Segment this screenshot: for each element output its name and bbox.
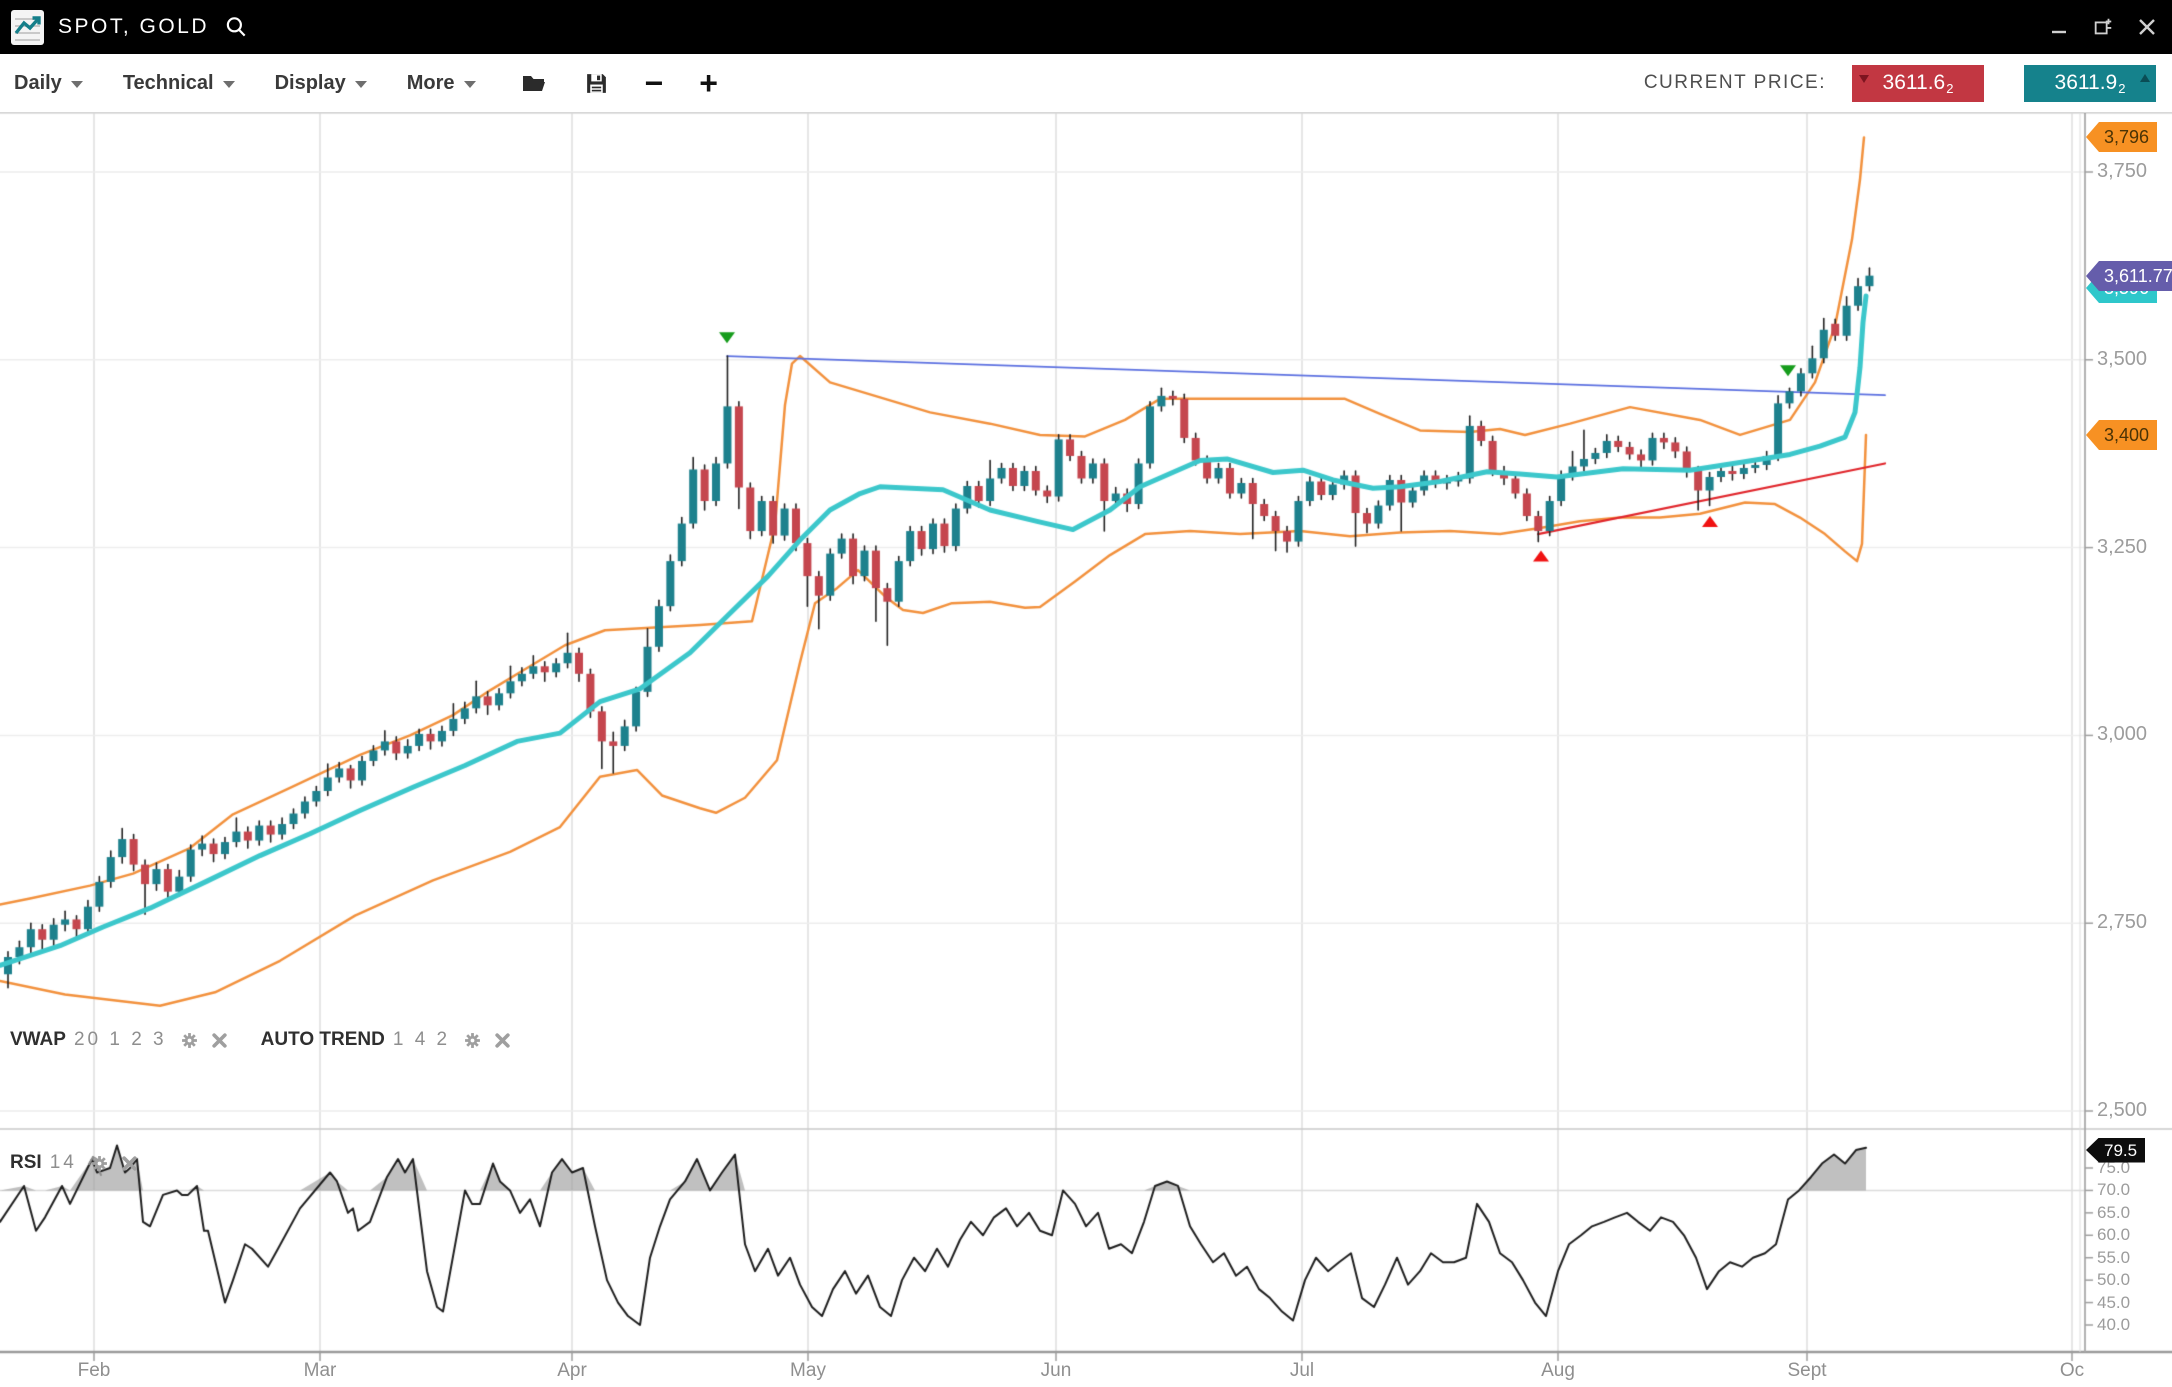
popout-window-icon[interactable] <box>2092 16 2114 38</box>
title-bar: SPOT, GOLD <box>0 0 2172 54</box>
chevron-down-icon <box>70 80 83 88</box>
rsi-indicator-params: 14 <box>49 1152 77 1173</box>
indicator-legend-row: VWAP 20 1 2 3 AUTO TREND 1 4 2 <box>10 1029 510 1051</box>
app-logo-icon <box>11 9 44 45</box>
rsi-legend-row: RSI 14 <box>10 1152 137 1174</box>
rsi-axis-label: 55.0 <box>2097 1247 2131 1267</box>
month-axis-label: Feb <box>77 1360 111 1381</box>
timeframe-menu[interactable]: Daily <box>14 72 83 95</box>
minimize-icon[interactable] <box>2048 16 2070 38</box>
technical-menu-label: Technical <box>122 71 214 94</box>
price-up-arrow-icon <box>2140 73 2150 82</box>
chevron-down-icon <box>354 80 367 88</box>
auto-trend-remove-icon[interactable] <box>495 1032 510 1048</box>
bid-price-small-digit: 2 <box>1946 80 1954 96</box>
price-axis-label: 2,500 <box>2097 1099 2148 1121</box>
month-axis-label: Apr <box>557 1360 587 1381</box>
vwap-settings-gear-icon[interactable] <box>181 1032 198 1049</box>
display-menu[interactable]: Display <box>275 72 367 95</box>
bid-price-value: 3611.6 <box>1882 71 1946 94</box>
search-icon[interactable] <box>223 14 249 40</box>
rsi-settings-gear-icon[interactable] <box>91 1155 108 1172</box>
zoom-in-icon[interactable]: + <box>699 65 718 101</box>
price-axis-label: 2,750 <box>2097 911 2148 934</box>
month-axis-label: Aug <box>1541 1360 1575 1381</box>
bid-price-box: 3611.6 2 <box>1852 64 1984 102</box>
rsi-axis-label: 75.0 <box>2097 1158 2131 1177</box>
month-axis-label: Oc <box>2059 1360 2085 1381</box>
timeframe-menu-label: Daily <box>14 71 62 94</box>
rsi-axis-label: 40.0 <box>2097 1315 2131 1334</box>
zoom-out-icon[interactable]: − <box>644 65 664 101</box>
vwap-indicator-params: 20 1 2 3 <box>73 1029 167 1050</box>
rsi-remove-icon[interactable] <box>122 1155 137 1171</box>
price-tag-orange: 3,796 <box>2086 122 2158 152</box>
auto-trend-settings-gear-icon[interactable] <box>464 1032 481 1049</box>
save-icon[interactable] <box>584 71 609 96</box>
rsi-axis-label: 45.0 <box>2097 1292 2131 1312</box>
rsi-axis-label: 65.0 <box>2097 1202 2131 1222</box>
toolbar: Daily Technical Display More − <box>0 54 2172 113</box>
close-icon[interactable] <box>2136 16 2158 38</box>
price-tag-purple: 3,611.77 <box>2086 261 2172 291</box>
vwap-indicator-label: VWAP <box>10 1029 66 1050</box>
price-tag-orange: 3,400 <box>2086 420 2158 450</box>
rsi-axis-label: 60.0 <box>2097 1225 2131 1245</box>
window-title: SPOT, GOLD <box>58 15 210 38</box>
ask-price-value: 3611.9 <box>2054 71 2118 94</box>
month-axis-label: May <box>790 1360 826 1381</box>
price-axis-label: 3,000 <box>2097 723 2148 746</box>
month-axis-label: Jun <box>1040 1360 1072 1381</box>
price-down-arrow-icon <box>1859 74 1869 83</box>
ask-price-box: 3611.9 2 <box>2024 64 2156 102</box>
window-controls <box>2048 16 2158 38</box>
price-axis-label: 3,750 <box>2097 160 2148 182</box>
open-folder-icon[interactable] <box>520 71 548 95</box>
auto-trend-indicator-label: AUTO TREND <box>260 1029 385 1050</box>
technical-menu[interactable]: Technical <box>123 72 235 95</box>
month-axis-label: Mar <box>303 1360 337 1381</box>
price-axis-label: 3,250 <box>2097 535 2148 558</box>
chevron-down-icon <box>463 80 476 88</box>
month-axis-label: Sept <box>1787 1360 1827 1381</box>
more-menu-label: More <box>406 71 455 94</box>
current-price-label: CURRENT PRICE: <box>1643 72 1826 93</box>
auto-trend-indicator-params: 1 4 2 <box>392 1029 451 1050</box>
rsi-axis-label: 50.0 <box>2097 1270 2131 1290</box>
chevron-down-icon <box>222 80 235 88</box>
price-tag-black: 79.5 <box>2086 1137 2146 1163</box>
month-axis-label: Jul <box>1289 1360 1315 1381</box>
current-price-block: CURRENT PRICE: 3611.6 2 3611.9 2 <box>1643 64 2156 102</box>
toolbar-icons: − + <box>520 65 718 101</box>
vwap-remove-icon[interactable] <box>211 1032 227 1048</box>
rsi-axis-label: 70.0 <box>2097 1180 2131 1200</box>
ask-price-small-digit: 2 <box>2118 80 2126 96</box>
display-menu-label: Display <box>274 71 346 94</box>
more-menu[interactable]: More <box>407 72 476 95</box>
price-axis-label: 3,500 <box>2097 347 2148 370</box>
rsi-indicator-label: RSI <box>10 1152 42 1173</box>
